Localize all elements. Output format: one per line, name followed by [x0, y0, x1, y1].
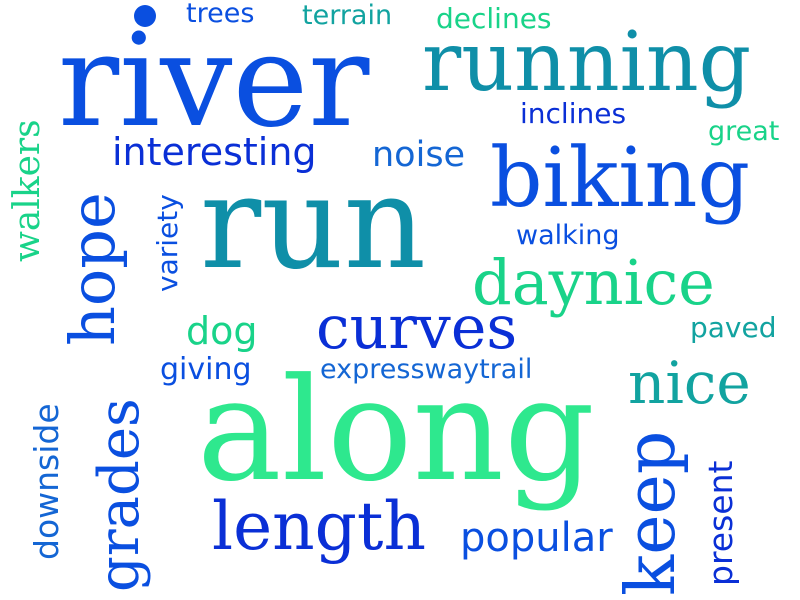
word-present: present	[701, 460, 740, 586]
word-nice: nice	[628, 349, 751, 417]
word-popular: popular	[460, 515, 613, 561]
word-length: length	[212, 488, 426, 565]
word-inclines: inclines	[520, 97, 627, 130]
dot-mark	[134, 5, 156, 27]
word-noise: noise	[372, 135, 466, 175]
word-walkers: walkers	[7, 119, 48, 262]
word-along: along	[197, 348, 595, 513]
word-hope: hope	[56, 192, 129, 346]
word-expresswaytrail: expresswaytrail	[320, 354, 533, 385]
word-daynice: daynice	[472, 246, 715, 319]
word-variety: variety	[151, 194, 184, 292]
word-curves: curves	[316, 293, 518, 363]
word-river: river	[58, 7, 370, 156]
word-paved: paved	[690, 311, 777, 344]
word-trees: trees	[186, 0, 255, 29]
word-run: run	[200, 149, 427, 298]
word-biking: biking	[490, 131, 750, 226]
word-grades: grades	[87, 398, 152, 592]
word-giving: giving	[160, 352, 252, 387]
word-keep: keep	[612, 430, 691, 596]
word-dog: dog	[186, 309, 258, 353]
word-interesting: interesting	[112, 130, 317, 174]
word-terrain: terrain	[302, 0, 393, 31]
word-declines: declines	[436, 2, 552, 35]
word-great: great	[708, 116, 780, 147]
word-downside: downside	[27, 403, 66, 560]
word-running: running	[422, 15, 752, 110]
word-walking: walking	[516, 220, 620, 251]
